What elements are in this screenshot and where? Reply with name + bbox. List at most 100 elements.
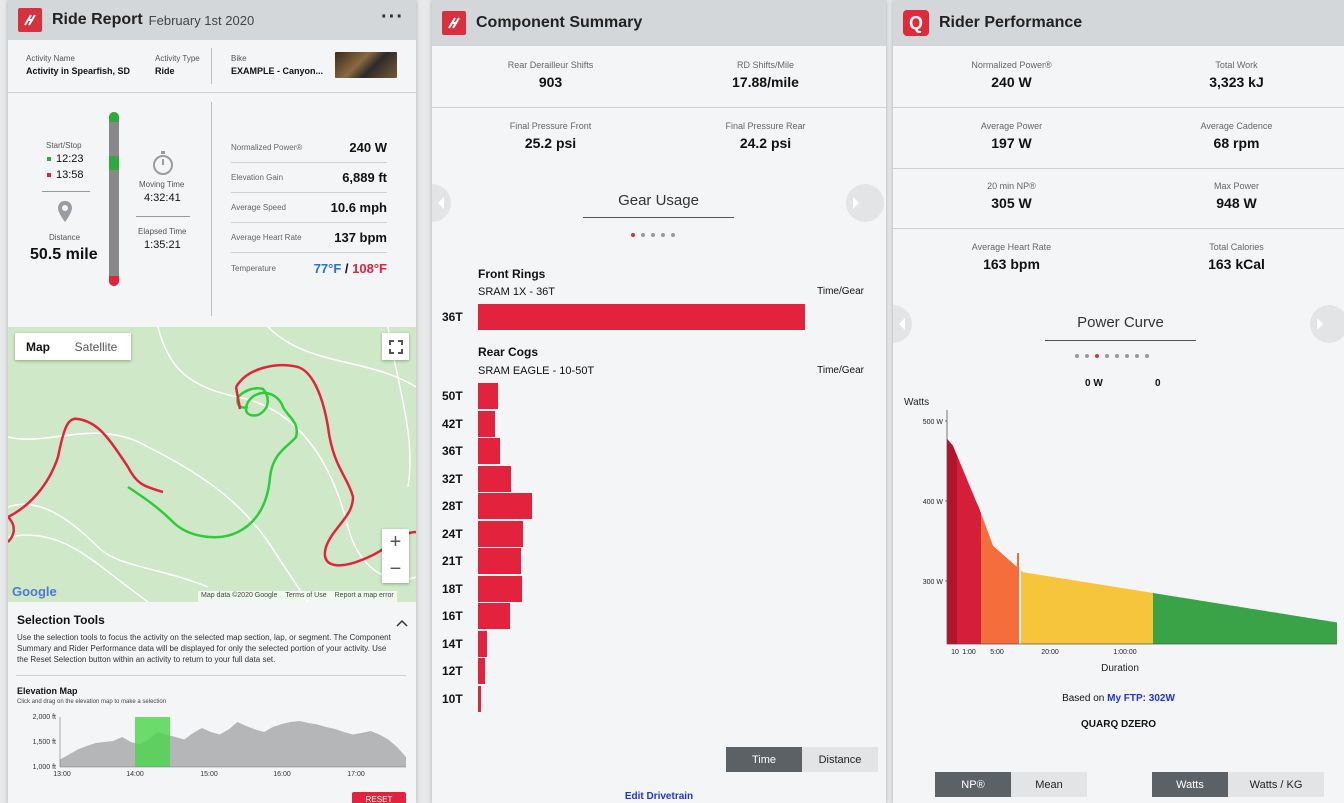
gear-bar[interactable] [478,575,522,602]
zoom-out-button[interactable]: − [389,558,402,580]
elevation-map-title: Elevation Map [17,686,78,696]
gear-label: 36T [442,444,463,458]
stat-cell: Average Heart Rate 163 bpm [893,242,1130,272]
toggle-np[interactable]: NP® [935,772,1011,797]
gear-bar[interactable] [478,438,500,464]
power-curve-svg: Watts 500 W 400 W 300 W 10 1:00 5:00 20:00 1:00:… [904,397,1337,674]
stop-time: 13:58 [56,169,84,181]
elevation-chart[interactable]: 2,000 ft 1,500 ft 1,000 ft 13:00 14:00 15:00 1… [8,708,416,780]
start-marker-icon [47,157,51,161]
selection-tools-text: Use the selection tools to focus the act… [17,633,391,664]
stat-label: Max Power [1213,181,1259,191]
stat-cell: Average Power 197 W [893,121,1130,151]
toggle-mean[interactable]: Mean [1011,772,1087,797]
pager-dot[interactable] [1135,354,1139,358]
terms-link[interactable]: Terms of Use [285,592,327,599]
elevation-ytick: 1,500 ft [33,739,56,746]
gear-usage-title: Gear Usage [618,192,699,209]
report-link[interactable]: Report a map error [334,592,394,599]
gear-bar[interactable] [478,465,511,492]
ftp-link[interactable]: My FTP: 302W [1107,693,1175,704]
gear-bar[interactable] [478,548,521,574]
fullscreen-icon[interactable] [382,333,409,360]
power-ytick: 300 W [923,579,944,586]
stat-value: 3,323 kJ [1209,74,1264,90]
stat-label: Rear Derailleur Shifts [507,60,594,70]
rider-performance-header: Q Rider Performance [893,0,1344,46]
stat-cell: Total Calories 163 kCal [1118,242,1344,272]
power-zone-area [957,455,981,644]
gear-label: 36T [442,310,463,324]
toggle-watts-per-kg[interactable]: Watts / KG [1228,772,1324,797]
gear-label: 32T [442,471,463,486]
temperature-row: Temperature 77°F / 108°F [231,253,387,283]
power-curve-chart[interactable]: Watts 500 W 400 W 300 W 10 1:00 5:00 20:00 1:00:… [893,392,1344,682]
stat-cell: Max Power 948 W [1118,181,1344,211]
gear-bar[interactable] [478,658,485,684]
prev-chart-button[interactable] [432,184,451,222]
stat-cell: Final Pressure Front 25.2 psi [432,121,669,151]
gear-bar[interactable] [478,630,487,657]
gear-bar[interactable] [478,685,481,712]
chevron-up-icon[interactable] [396,614,408,632]
pager-dot[interactable] [1085,354,1089,358]
pager-dot[interactable] [1075,354,1079,358]
toggle-time[interactable]: Time [726,747,802,772]
more-options-icon[interactable]: ··· [381,6,404,28]
edit-drivetrain-link[interactable]: Edit Drivetrain [624,791,694,802]
stat-value: 197 W [991,135,1032,151]
pager-dot[interactable] [1115,354,1119,358]
elapsed-time: 1:35:21 [144,239,181,251]
activity-name: Activity in Spearfish, SD [26,66,131,76]
metric-value: 240 W [349,140,387,155]
pager-dot[interactable] [1145,354,1149,358]
elevation-xtick: 16:00 [273,771,291,778]
pager-dot[interactable] [661,233,665,237]
temp-separator: / [341,260,353,276]
time-gear-label: Time/Gear [817,286,864,297]
stat-label: Average Power [980,121,1043,131]
gear-label: 10T [442,691,463,706]
map-tab-satellite[interactable]: Satellite [74,339,118,354]
pager-dot[interactable] [651,233,655,237]
time-gear-label: Time/Gear [817,365,864,376]
quarq-q-logo-icon: Q [903,10,929,36]
power-ylabel: Watts [904,397,929,408]
pager-dot[interactable] [1095,354,1099,358]
route-map[interactable]: Map Satellite + − Google Map data ©2020 … [8,327,416,602]
gear-bar[interactable] [478,603,510,629]
gear-label: 16T [442,609,463,623]
gear-label: 21T [442,554,463,568]
gear-bar[interactable] [478,410,495,437]
pager-dot[interactable] [631,233,635,237]
stat-cell: Normalized Power® 240 W [893,60,1130,90]
next-chart-button[interactable] [846,184,884,222]
zoom-controls: + − [382,529,409,583]
gear-bar[interactable] [478,493,532,519]
prev-chart-button[interactable] [893,305,912,343]
pager-dot[interactable] [1125,354,1129,358]
reset-selection-button[interactable]: RESET [352,792,406,803]
pager-dot[interactable] [671,233,675,237]
map-tab-map[interactable]: Map [26,339,50,354]
gear-bar[interactable] [478,520,523,547]
toggle-distance[interactable]: Distance [802,747,878,772]
moving-time: 4:32:41 [144,192,181,204]
activity-type-label: Activity Type [155,54,200,63]
stat-label: Normalized Power® [971,60,1052,70]
bike-name[interactable]: EXAMPLE - Canyon... [231,66,324,76]
next-chart-button[interactable] [1310,305,1344,343]
stop-marker-icon [47,173,51,177]
pager-dot[interactable] [641,233,645,237]
moving-time-label: Moving Time [139,180,185,189]
watts-wkg-toggle: Watts Watts / KG [1152,772,1324,797]
bike-label: Bike [231,54,247,63]
rear-cogs-title: Rear Cogs [478,345,539,359]
toggle-watts[interactable]: Watts [1152,772,1228,797]
map-attribution: Map data ©2020 Google Terms of Use Repor… [198,591,397,602]
gear-bar[interactable] [478,383,498,409]
map-type-toggle: Map Satellite [15,333,131,360]
gear-bar[interactable] [478,304,805,330]
pager-dot[interactable] [1105,354,1109,358]
zoom-in-button[interactable]: + [389,531,402,553]
